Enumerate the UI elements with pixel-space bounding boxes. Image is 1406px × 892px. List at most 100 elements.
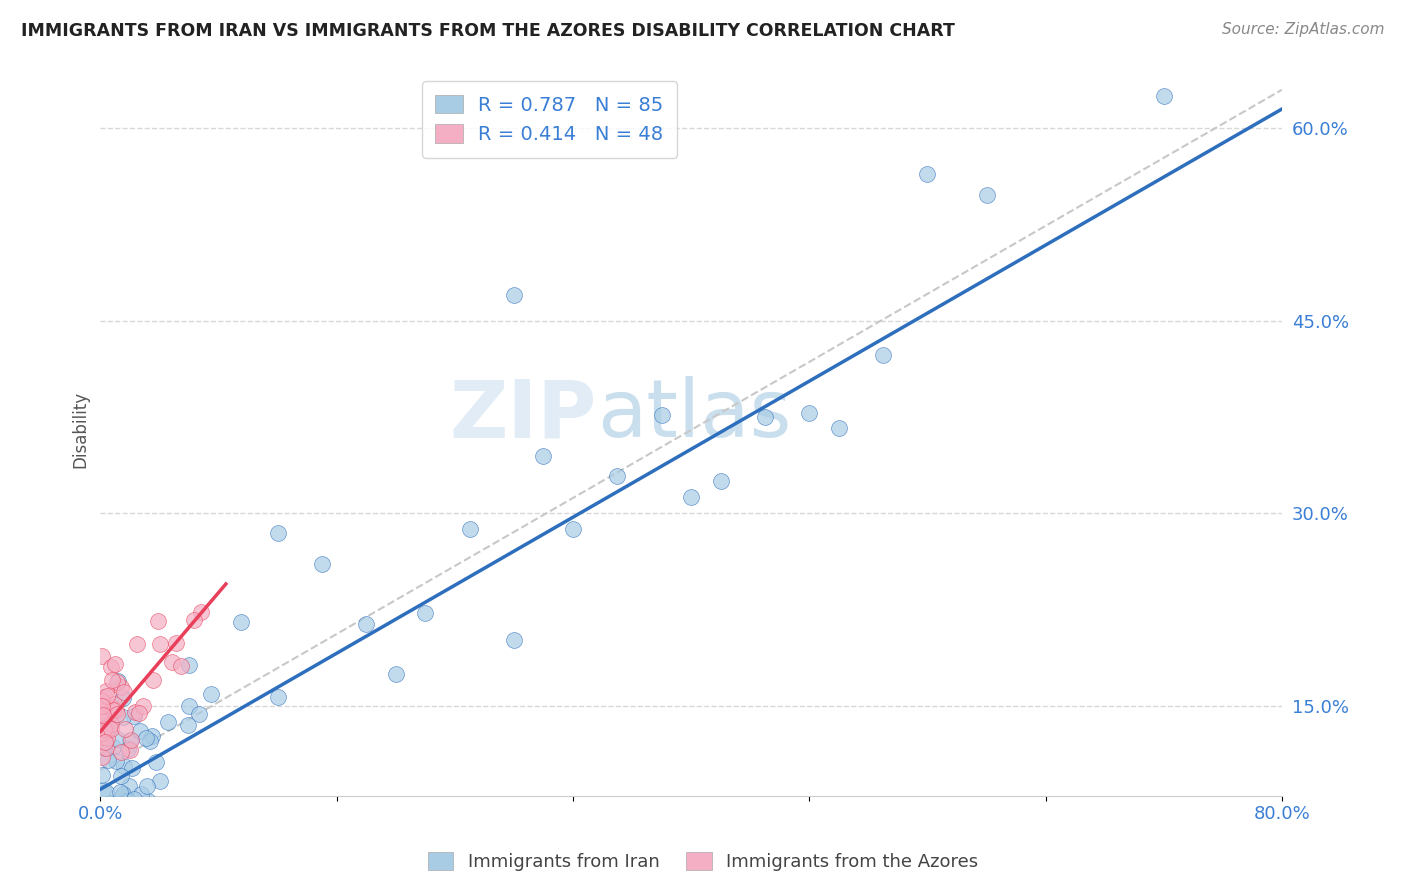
Point [100, 660, 122, 674]
Point [91, 694, 114, 708]
Point [101, 827, 124, 841]
Point [681, 490, 703, 504]
Point [90, 699, 112, 714]
Point [98, 796, 121, 810]
Point [111, 790, 134, 805]
Point [105, 731, 128, 746]
Point [107, 673, 129, 688]
Point [107, 827, 129, 841]
Point [122, 709, 145, 723]
Point [200, 688, 222, 702]
Point [458, 522, 481, 536]
Point [103, 827, 125, 841]
Point [115, 825, 138, 839]
Point [91, 783, 114, 797]
Point [828, 421, 851, 435]
Point [96, 731, 118, 746]
Point [354, 616, 377, 631]
Point [136, 779, 159, 793]
Point [129, 787, 152, 801]
Point [100, 723, 122, 737]
Point [101, 703, 124, 717]
Point [1153, 89, 1175, 103]
Point [917, 167, 939, 181]
Point [127, 801, 149, 815]
Point [105, 703, 128, 717]
Point [111, 710, 134, 724]
Point [710, 475, 733, 489]
Point [162, 655, 184, 669]
Point [606, 469, 628, 483]
Point [101, 701, 124, 715]
Point [122, 792, 145, 806]
Point [143, 808, 166, 822]
Point [128, 706, 150, 720]
Point [142, 673, 165, 687]
Point [105, 754, 128, 768]
Point [108, 784, 131, 798]
Point [115, 827, 138, 841]
Point [91, 750, 114, 764]
Point [145, 756, 167, 770]
Point [124, 706, 146, 720]
Point [98, 827, 121, 841]
Point [100, 717, 122, 731]
Point [129, 723, 152, 738]
Point [533, 449, 555, 463]
Text: ZIP: ZIP [450, 376, 596, 454]
Point [90, 648, 112, 663]
Point [93, 722, 115, 736]
Point [231, 615, 253, 630]
Point [94, 709, 117, 723]
Point [114, 794, 136, 808]
Point [110, 745, 132, 759]
Point [118, 779, 141, 793]
Point [91, 717, 114, 731]
Point [384, 666, 406, 681]
Point [136, 794, 159, 808]
Point [148, 637, 170, 651]
Point [90, 726, 112, 740]
Point [108, 827, 131, 841]
Point [872, 348, 894, 362]
Point [94, 785, 117, 799]
Point [103, 697, 125, 711]
Point [127, 637, 149, 651]
Text: Source: ZipAtlas.com: Source: ZipAtlas.com [1222, 22, 1385, 37]
Point [134, 807, 156, 822]
Point [754, 409, 776, 424]
Point [112, 787, 135, 801]
Point [141, 730, 163, 744]
Point [105, 674, 128, 689]
Point [101, 810, 124, 824]
Point [97, 720, 120, 734]
Point [110, 680, 132, 694]
Point [266, 690, 288, 704]
Point [188, 707, 211, 722]
Point [170, 658, 193, 673]
Point [117, 794, 139, 808]
Point [112, 827, 135, 841]
Point [139, 734, 162, 748]
Point [132, 698, 155, 713]
Point [165, 635, 187, 649]
Point [651, 408, 673, 422]
Point [93, 741, 115, 756]
Point [101, 740, 124, 755]
Legend: R = 0.787   N = 85, R = 0.414   N = 48: R = 0.787 N = 85, R = 0.414 N = 48 [422, 81, 678, 158]
Point [112, 758, 135, 772]
Point [135, 731, 157, 746]
Point [110, 769, 132, 783]
Point [101, 673, 124, 688]
Point [118, 743, 141, 757]
Point [266, 525, 288, 540]
Point [107, 827, 129, 841]
Legend: Immigrants from Iran, Immigrants from the Azores: Immigrants from Iran, Immigrants from th… [420, 846, 986, 879]
Point [93, 735, 115, 749]
Text: IMMIGRANTS FROM IRAN VS IMMIGRANTS FROM THE AZORES DISABILITY CORRELATION CHART: IMMIGRANTS FROM IRAN VS IMMIGRANTS FROM … [21, 22, 955, 40]
Point [91, 737, 114, 751]
Point [90, 827, 112, 841]
Point [114, 722, 136, 736]
Point [177, 657, 200, 672]
Point [118, 733, 141, 747]
